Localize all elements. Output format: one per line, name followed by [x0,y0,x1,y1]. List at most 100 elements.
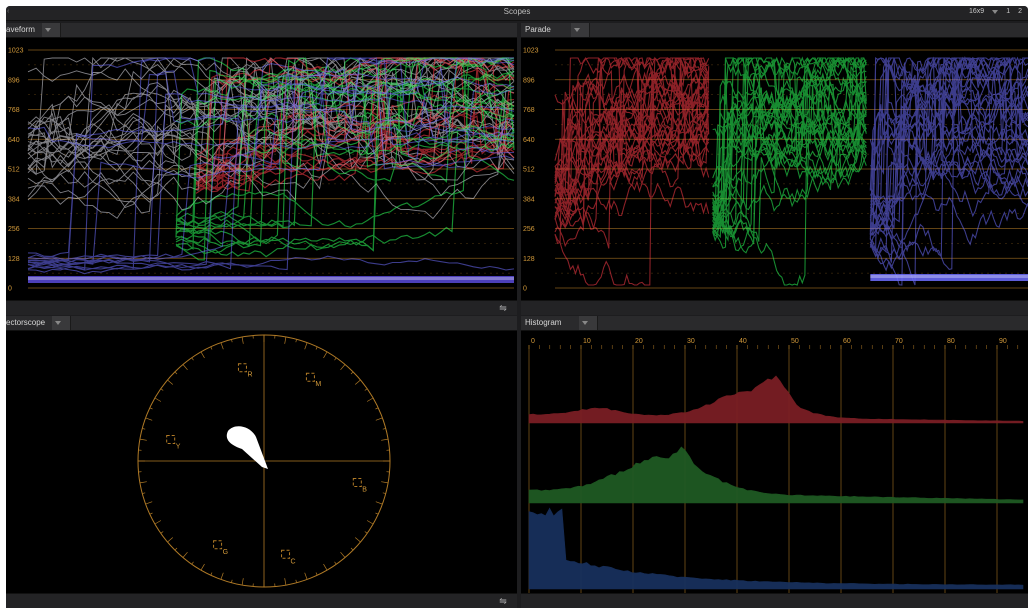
waveform-panel: aveform 1023 896 768 640 512 384 256 128 0 ⇋ [6,23,517,315]
parade-green-trace [712,88,867,249]
waveform-scope-select[interactable] [42,23,61,37]
histogram-scale-label: 60 [843,338,851,345]
parade-red-trace [554,57,709,173]
target-box [281,549,291,559]
scale-label: 1023 [8,48,24,55]
parade-red-trace [554,56,709,192]
chevron-down-icon [574,28,580,32]
histogram-scale-label: 70 [895,338,903,345]
target-label: G [223,549,228,556]
waveform-red-trace [195,140,515,183]
target-label: C [291,558,296,565]
target-box [166,434,176,444]
vectorscope-tick [182,364,188,371]
vectorscope-tick [182,551,188,558]
target-label: R [247,372,252,379]
vectorscope-tick [210,572,213,576]
waveform-title: aveform [6,25,35,34]
vectorscope-tick [381,481,389,484]
waveform-settings-icon[interactable]: ⇋ [499,303,507,313]
parade-scope-select[interactable] [571,23,590,37]
waveform-luma-trace [27,57,515,197]
waveform-red-trace [195,123,515,175]
waveform-floor-highlight [28,277,514,280]
parade-red-trace [554,57,710,173]
waveform-red-trace [195,56,515,186]
parade-blue-trace [869,193,1028,249]
parade-blue-trace [869,57,1028,236]
waveform-blue-trace [27,57,515,153]
layout-1-button[interactable]: 1 [1006,8,1011,15]
parade-red-trace [554,57,710,200]
parade-green [712,56,867,286]
vectorscope-signal [226,426,268,469]
parade-panel: Parade 1023 896 768 640 512 384 256 128 0 [521,23,1028,315]
vectorscope-tick [295,339,297,343]
waveform-luma-trace [27,69,515,165]
scale-label: 896 [8,77,20,84]
parade-blue-trace [870,57,1028,286]
scale-label: 384 [8,196,20,203]
scale-label: 0 [523,286,527,293]
vectorscope-tick [354,537,361,543]
parade-green-trace [712,56,867,216]
aspect-ratio-select[interactable]: 16x9 [969,8,985,15]
histogram-scope-select[interactable] [579,316,598,330]
parade-blue-trace [869,57,1028,240]
vectorscope-settings-icon[interactable]: ⇋ [499,596,507,606]
waveform-blue-trace [27,57,515,271]
parade-green-trace [712,57,867,242]
window-title: Scopes [503,7,531,16]
parade-green-trace [712,56,867,188]
vectorscope-tick [382,428,386,430]
parade-title: Parade [525,25,551,34]
parade-red [554,56,710,286]
vectorscope-tick [340,551,346,558]
waveform-blue [27,57,515,275]
waveform-blue-trace [27,57,515,264]
target-label: Y [176,443,181,450]
chevron-down-icon[interactable] [992,9,999,14]
waveform-blue-trace [27,70,515,265]
parade-blue-trace [869,82,1028,235]
waveform-luma-trace [27,57,515,137]
vectorscope-tick [354,379,361,385]
waveform-luma-trace [27,57,515,200]
parade-green-trace [712,133,867,233]
parade-green-trace [712,56,867,232]
vectorscope-title: ectorscope [6,318,46,327]
waveform-floor [28,276,514,283]
parade-blue-trace [869,56,1028,231]
layout-2-button[interactable]: 2 [1018,8,1022,15]
parade-blue-trace [870,56,1028,217]
parade-green-trace [712,56,867,242]
vectorscope-tick [284,336,287,344]
scale-label: 256 [523,226,535,233]
scale-label: 256 [8,226,20,233]
histogram-title: Histogram [525,318,562,327]
histogram-scale-label: 30 [687,338,695,345]
parade-red-trace [554,84,710,194]
vectorscope-tick [364,388,368,391]
scale-label: 128 [8,256,20,263]
waveform-green-trace [175,128,515,258]
parade-blue-floor-highlight [870,275,1028,278]
vectorscope-tick [284,578,287,586]
parade-red-trace [554,57,709,207]
waveform-blue-trace [27,57,514,261]
scale-label: 512 [523,167,535,174]
vectorscope-scope-select[interactable] [52,316,71,330]
vectorscope-tick [366,397,374,402]
histogram-panel: Histogram 0 10 20 30 40 50 60 70 80 90 [521,316,1028,608]
histogram-scale-label: 20 [635,338,643,345]
vectorscope-tick [160,388,164,391]
vectorscope-tick [323,563,328,571]
histogram-blue [528,507,1024,590]
scale-label: 0 [8,286,12,293]
parade-red-trace [554,93,710,217]
close-icon[interactable]: ‹ [7,8,10,15]
vectorscope-tick [295,579,297,583]
vectorscope-tick [375,407,379,410]
parade-green-trace [712,62,867,209]
vectorscope-tick [334,561,337,565]
